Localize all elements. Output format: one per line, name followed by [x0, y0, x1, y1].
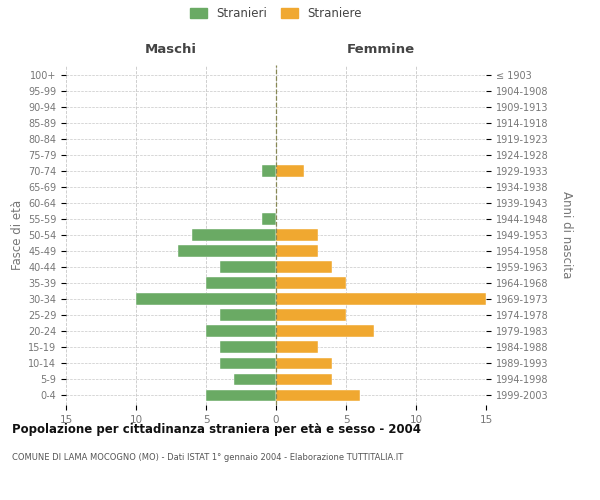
Bar [276, 326, 374, 337]
Bar [276, 310, 346, 321]
Bar [276, 278, 346, 289]
Text: Popolazione per cittadinanza straniera per età e sesso - 2004: Popolazione per cittadinanza straniera p… [12, 422, 421, 436]
Bar [220, 310, 276, 321]
Y-axis label: Anni di nascita: Anni di nascita [560, 192, 572, 278]
Bar [178, 246, 276, 257]
Bar [276, 294, 486, 305]
Bar [220, 262, 276, 273]
Bar [192, 229, 276, 241]
Bar [276, 390, 360, 401]
Bar [136, 294, 276, 305]
Y-axis label: Fasce di età: Fasce di età [11, 200, 24, 270]
Bar [206, 278, 276, 289]
Bar [276, 342, 318, 353]
Text: COMUNE DI LAMA MOCOGNO (MO) - Dati ISTAT 1° gennaio 2004 - Elaborazione TUTTITAL: COMUNE DI LAMA MOCOGNO (MO) - Dati ISTAT… [12, 452, 403, 462]
Bar [262, 213, 276, 224]
Bar [276, 262, 332, 273]
Bar [276, 165, 304, 176]
Text: Maschi: Maschi [145, 43, 197, 56]
Bar [234, 374, 276, 385]
Bar [276, 246, 318, 257]
Bar [276, 374, 332, 385]
Bar [262, 165, 276, 176]
Bar [206, 326, 276, 337]
Bar [220, 358, 276, 369]
Bar [220, 342, 276, 353]
Bar [276, 229, 318, 241]
Text: Femmine: Femmine [347, 43, 415, 56]
Bar [206, 390, 276, 401]
Bar [276, 358, 332, 369]
Legend: Stranieri, Straniere: Stranieri, Straniere [185, 2, 367, 25]
